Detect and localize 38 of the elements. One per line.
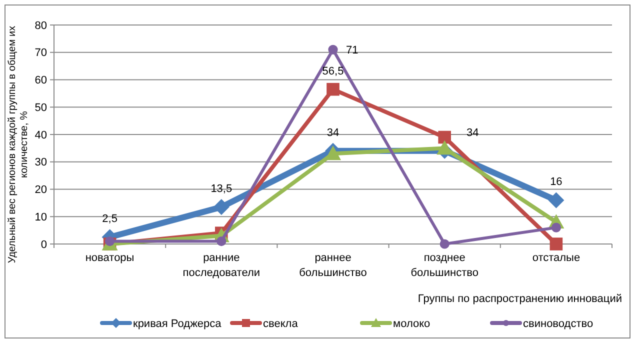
- y-tick-label: 60: [34, 74, 47, 87]
- legend-label: свиноводство: [523, 318, 594, 330]
- y-tick-label: 30: [34, 156, 47, 169]
- data-label: 34: [326, 126, 340, 139]
- y-tick-label: 50: [34, 102, 47, 114]
- x-axis-title: Группы по распространению инноваций: [418, 293, 622, 305]
- point: [438, 130, 451, 144]
- point: [325, 146, 341, 160]
- legend-label: кривая Роджерса: [133, 318, 222, 330]
- data-label: 16: [550, 176, 562, 188]
- y-tick-label: 20: [34, 184, 47, 196]
- x-tick-label: ранние последователи: [182, 252, 260, 279]
- point: [436, 140, 453, 155]
- y-tick-label: 10: [34, 211, 47, 224]
- y-tick-label: 80: [34, 20, 47, 32]
- data-label: 2,5: [102, 213, 118, 226]
- y-tick-label: 0: [40, 238, 47, 251]
- point: [326, 82, 340, 96]
- legend-label: свекла: [263, 318, 299, 330]
- point: [328, 44, 338, 54]
- data-label: 13,5: [210, 183, 232, 196]
- y-tick-label: 70: [34, 47, 47, 60]
- x-tick-label: отсталые: [532, 252, 580, 264]
- y-tick-label: 40: [34, 129, 47, 142]
- legend-label: молоко: [393, 318, 430, 330]
- y-axis-title: Удельный вес регионов каждой группы в общем их количестве, %: [7, 26, 30, 264]
- point: [216, 236, 226, 246]
- point: [213, 199, 230, 216]
- point: [550, 238, 563, 250]
- point: [551, 222, 561, 232]
- x-tick-label: новаторы: [85, 252, 134, 264]
- point: [548, 192, 564, 208]
- data-label: 34: [466, 126, 479, 139]
- data-label: 71: [346, 44, 358, 57]
- x-tick-label: раннее большинство: [299, 252, 367, 279]
- data-label: 56,5: [322, 65, 344, 78]
- point: [440, 239, 450, 249]
- x-tick-label: позднее большинство: [410, 252, 478, 279]
